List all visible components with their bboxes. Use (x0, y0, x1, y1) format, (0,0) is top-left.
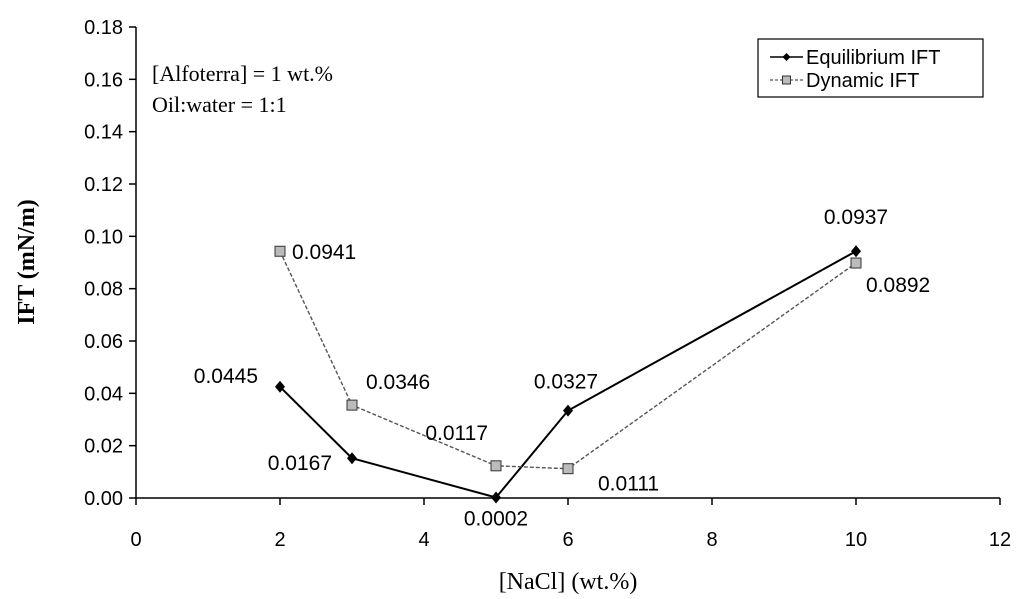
legend: Equilibrium IFT Dynamic IFT (757, 38, 984, 98)
y-axis-title: IFT (mN/m) (14, 199, 40, 325)
equilibrium-point (275, 380, 285, 393)
y-tick-label: 0.18 (84, 17, 123, 39)
data-label: 0.0167 (268, 452, 332, 475)
dynamic-point (562, 463, 574, 475)
x-tick-label: 8 (706, 529, 717, 551)
equilibrium-point (563, 404, 573, 417)
y-tick-label: 0.12 (84, 174, 123, 196)
data-label: 0.0892 (866, 274, 930, 297)
x-ticks: 0 2 4 6 8 10 12 (130, 498, 1011, 551)
x-tick-label: 12 (989, 529, 1011, 551)
data-label: 0.0937 (824, 206, 888, 229)
data-labels: 0.0445 0.0167 0.0002 0.0327 0.0937 0.0941 0.03… (194, 206, 930, 530)
y-tick-label: 0.02 (84, 436, 123, 458)
equilibrium-point (491, 491, 501, 504)
legend-marker-dynamic (782, 75, 791, 85)
y-tick-label: 0.00 (84, 488, 123, 510)
data-label: 0.0445 (194, 365, 258, 388)
x-tick-label: 0 (130, 529, 141, 551)
legend-label-equilibrium: Equilibrium IFT (806, 47, 940, 69)
series-line-dynamic (279, 250, 857, 470)
x-tick-label: 6 (562, 529, 573, 551)
annotation-ratio: Oil:water = 1:1 (152, 92, 287, 117)
x-tick-label: 4 (418, 529, 429, 551)
y-tick-label: 0.10 (84, 226, 123, 248)
dynamic-point (850, 257, 862, 269)
y-tick-label: 0.04 (84, 383, 123, 405)
y-tick-label: 0.16 (84, 69, 123, 91)
dynamic-point (274, 245, 286, 257)
y-tick-label: 0.06 (84, 331, 123, 353)
series-layer (274, 245, 862, 504)
y-tick-label: 0.08 (84, 279, 123, 301)
annotation-concentration: [Alfoterra] = 1 wt.% (152, 61, 333, 86)
equilibrium-point (851, 245, 861, 258)
y-tick-label: 0.14 (84, 122, 123, 144)
data-label: 0.0327 (534, 371, 598, 394)
legend-label-dynamic: Dynamic IFT (806, 70, 919, 92)
y-ticks: 0.00 0.02 0.04 0.06 0.08 0.10 0.12 0.14 0.16 0.18 (84, 17, 136, 510)
x-axis-title: [NaCl] (wt.%) (499, 569, 638, 595)
data-label: 0.0346 (366, 371, 430, 394)
dynamic-point (490, 460, 502, 472)
data-label: 0.0111 (598, 473, 659, 496)
legend-marker-equilibrium (782, 53, 791, 61)
data-label: 0.0117 (425, 422, 488, 445)
data-label: 0.0941 (292, 241, 356, 264)
x-tick-label: 2 (274, 529, 285, 551)
x-tick-label: 10 (845, 529, 867, 551)
legend-box (757, 38, 984, 98)
dynamic-point (346, 399, 358, 411)
equilibrium-point (347, 452, 357, 465)
data-label: 0.0002 (464, 507, 528, 530)
